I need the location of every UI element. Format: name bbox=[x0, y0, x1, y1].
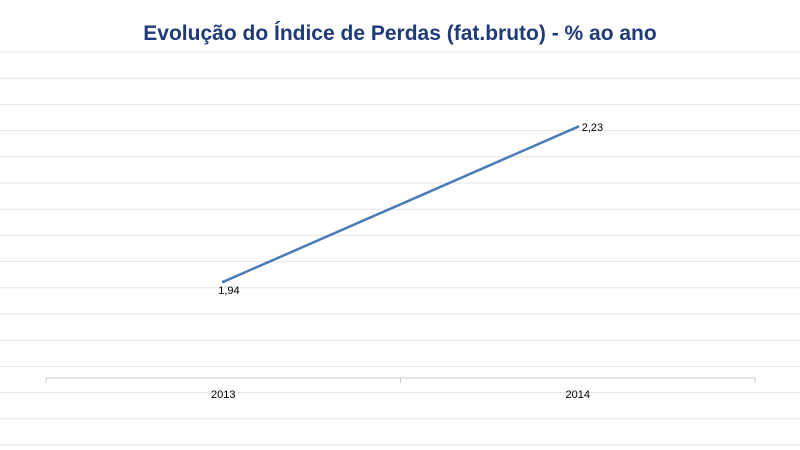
data-labels: 1,94 2,23 bbox=[218, 122, 603, 297]
series-line bbox=[222, 125, 580, 284]
x-axis: 2013 2014 bbox=[45, 377, 756, 401]
chart-title: Evolução do Índice de Perdas (fat.bruto)… bbox=[143, 22, 656, 45]
data-point bbox=[221, 280, 225, 284]
series-layer bbox=[221, 125, 580, 284]
data-label: 1,94 bbox=[218, 285, 239, 297]
data-label: 2,23 bbox=[582, 122, 603, 134]
gridlines bbox=[0, 51, 800, 446]
x-tick-label: 2013 bbox=[211, 389, 235, 401]
x-tick-label: 2014 bbox=[566, 389, 590, 401]
data-point bbox=[576, 125, 580, 129]
